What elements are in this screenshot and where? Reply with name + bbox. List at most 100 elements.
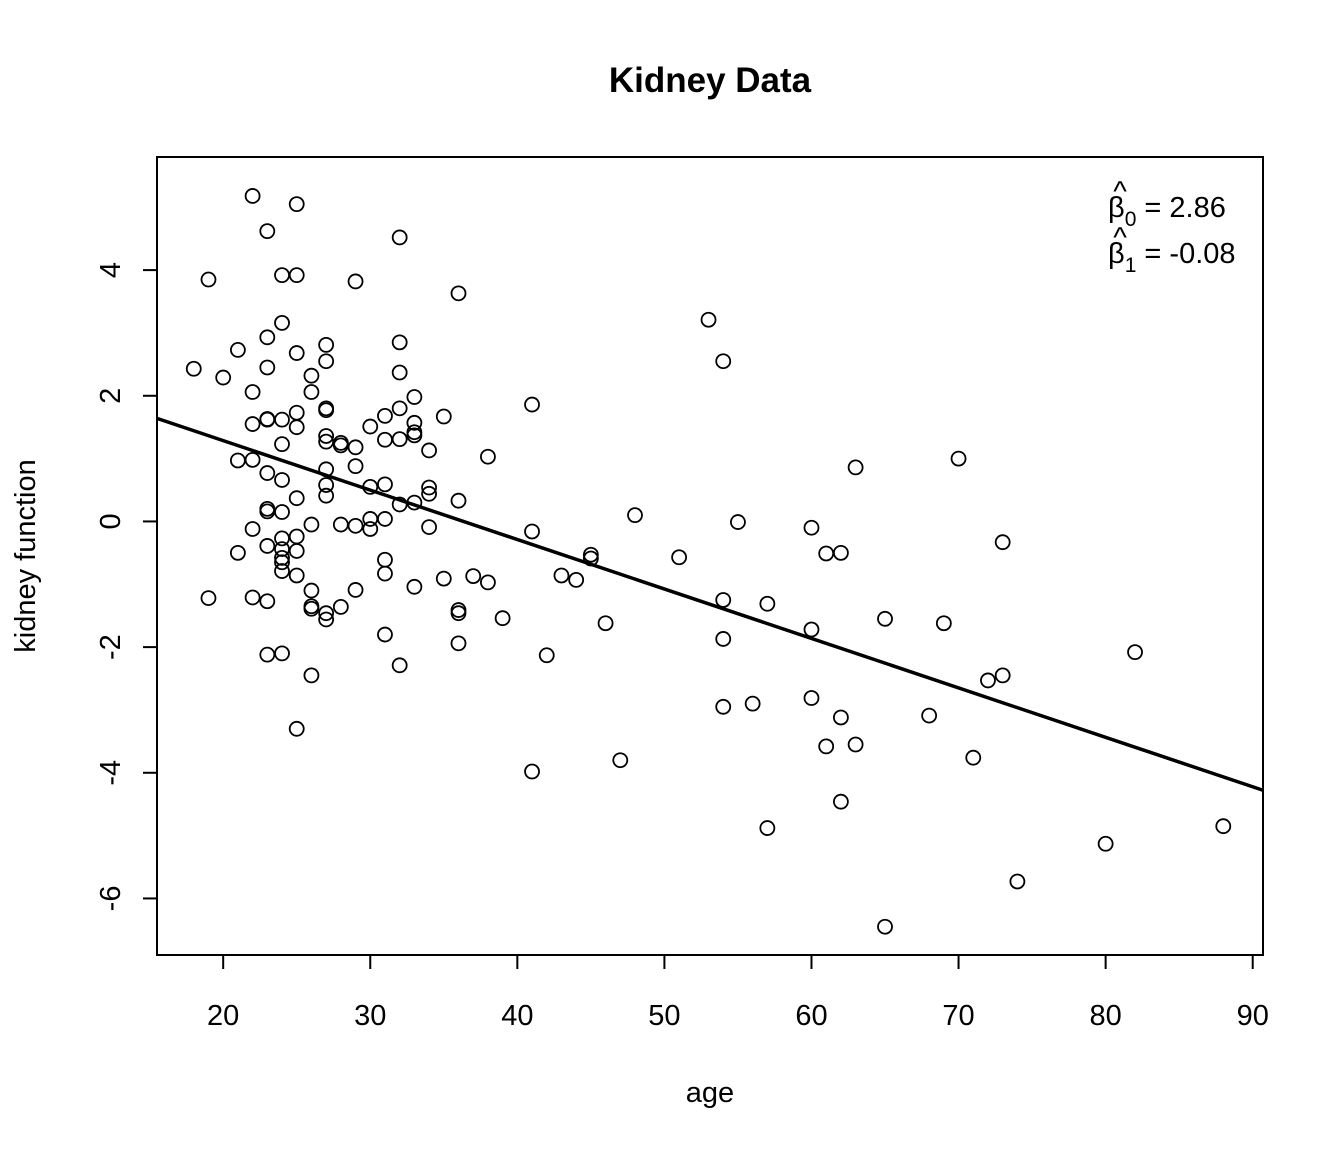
data-point [980, 672, 996, 689]
data-point [950, 450, 967, 467]
data-point [318, 461, 335, 478]
data-point [303, 667, 320, 684]
data-point [391, 431, 408, 448]
x-axis: 20 30 40 50 60 70 80 90 [207, 955, 1269, 1032]
data-point [391, 496, 408, 513]
data-point [803, 621, 820, 638]
data-point [847, 459, 864, 476]
chart-title: Kidney Data [609, 61, 812, 100]
data-point [832, 709, 849, 726]
data-point [406, 424, 423, 441]
data-point [406, 494, 423, 511]
data-point [332, 437, 349, 454]
data-point [303, 516, 320, 533]
data-point [406, 414, 423, 431]
data-point [347, 458, 364, 475]
data-point [994, 667, 1011, 684]
data-point [435, 570, 452, 587]
data-point [362, 478, 379, 495]
x-tick-label: 60 [795, 1000, 827, 1032]
x-tick-label: 50 [648, 1000, 680, 1032]
hat-icon: ^ [1113, 222, 1127, 254]
data-point [274, 436, 290, 453]
y-tick-label: -4 [95, 760, 127, 786]
data-point [318, 402, 335, 419]
coefficient-annotations: β0 = 2.86^β1 = -0.08^ [1108, 176, 1236, 277]
data-point [612, 752, 629, 769]
data-point [274, 530, 290, 547]
data-point [274, 267, 290, 284]
data-point [288, 196, 305, 213]
data-point [538, 647, 555, 664]
data-point [229, 452, 246, 469]
data-point [406, 389, 423, 405]
data-point [229, 342, 246, 358]
data-point [524, 396, 540, 413]
regression-line [156, 416, 1264, 792]
hat-icon: ^ [1113, 176, 1127, 208]
data-point [288, 528, 305, 545]
data-point [377, 407, 393, 424]
data-point [318, 428, 335, 444]
data-point [362, 418, 379, 435]
data-point [288, 404, 305, 421]
data-point [921, 707, 938, 724]
data-point [965, 749, 982, 766]
data-point [553, 567, 570, 584]
data-point [582, 546, 599, 563]
data-point [288, 567, 305, 584]
data-point [994, 534, 1011, 551]
data-point [377, 476, 393, 493]
data-point [715, 698, 732, 715]
data-point [1097, 835, 1114, 852]
data-point [244, 589, 261, 606]
data-point [818, 545, 835, 562]
data-point [274, 504, 290, 520]
data-point [244, 451, 261, 468]
data-point [391, 364, 408, 381]
data-point [274, 472, 290, 488]
data-point [406, 427, 423, 444]
data-point [524, 763, 540, 780]
data-point [303, 582, 320, 599]
x-axis-label: age [686, 1077, 734, 1109]
data-point [229, 544, 246, 561]
data-point [450, 635, 467, 652]
data-point [597, 615, 614, 632]
data-point [494, 610, 511, 627]
data-point [318, 487, 335, 504]
data-point [435, 408, 452, 425]
data-point [318, 336, 335, 353]
y-axis: -6 -4 -2 0 2 4 [95, 262, 157, 911]
data-point [421, 442, 437, 459]
data-point [347, 582, 364, 598]
data-point [244, 416, 261, 432]
data-point [421, 519, 437, 535]
data-point [377, 511, 393, 527]
y-tick-label: -2 [95, 634, 127, 660]
data-point [391, 229, 408, 246]
data-point [215, 369, 232, 386]
data-point [627, 507, 643, 524]
data-point [568, 571, 585, 588]
data-point [832, 544, 849, 561]
data-point [465, 568, 482, 585]
data-point [582, 550, 599, 567]
data-point [671, 549, 688, 566]
data-point [274, 314, 290, 331]
data-point [406, 578, 423, 595]
data-point [391, 334, 408, 351]
data-point [730, 514, 746, 530]
x-tick-label: 30 [354, 1000, 386, 1032]
data-point [185, 360, 202, 377]
data-point [244, 188, 261, 204]
y-tick-label: 2 [95, 388, 127, 404]
data-point [303, 367, 320, 384]
data-point [259, 538, 276, 554]
data-point [391, 657, 408, 674]
data-point [715, 353, 732, 370]
data-point [318, 353, 335, 370]
x-tick-label: 80 [1089, 1000, 1121, 1032]
data-point [832, 793, 849, 810]
